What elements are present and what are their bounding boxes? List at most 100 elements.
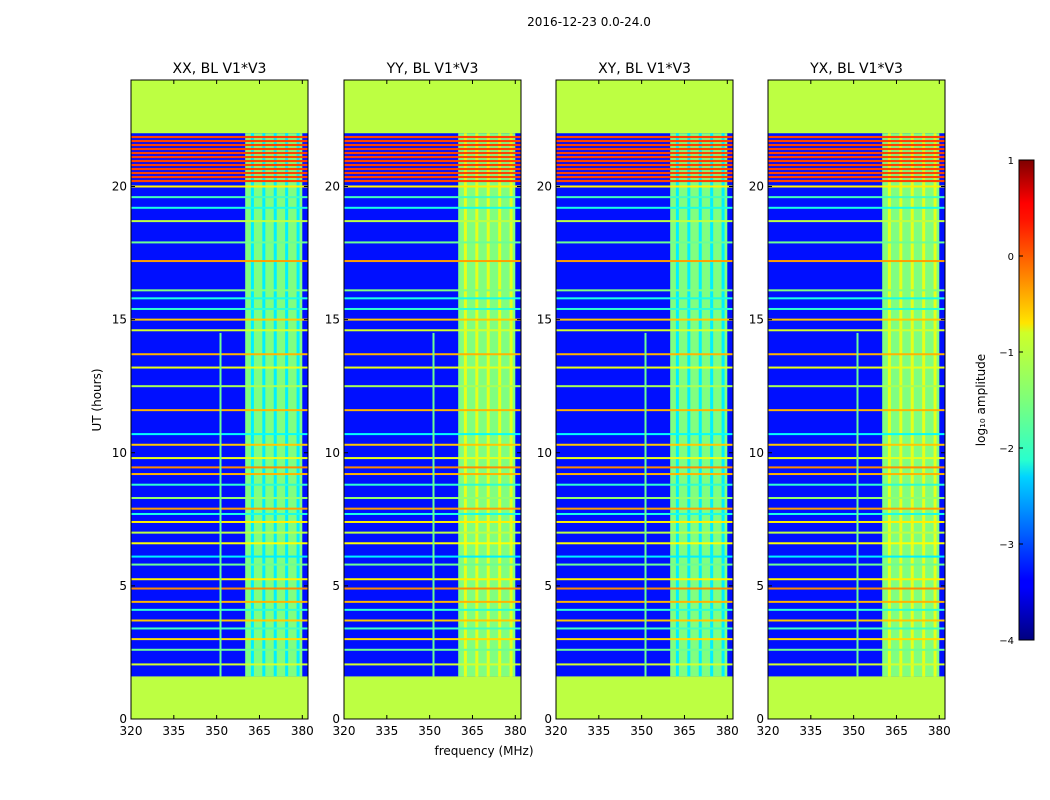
rfi-horizontal-line <box>344 289 521 292</box>
band-stripe <box>710 133 714 677</box>
y-tick-label: 15 <box>325 313 340 327</box>
rfi-horizontal-line <box>768 318 945 321</box>
orange-line <box>344 163 521 167</box>
rfi-horizontal-line <box>344 206 521 209</box>
x-tick-label: 380 <box>504 724 527 738</box>
x-tick-label: 365 <box>248 724 271 738</box>
band-stripe <box>250 133 254 677</box>
band-stripe <box>698 133 702 677</box>
y-tick-label: 20 <box>749 180 764 194</box>
orange-line <box>344 167 521 171</box>
orange-line <box>131 159 308 163</box>
panel-frame <box>767 79 946 720</box>
orange-line <box>556 155 733 159</box>
orange-line <box>131 135 308 139</box>
orange-line <box>556 171 733 175</box>
x-tick-label: 350 <box>418 724 441 738</box>
y-tick-label: 20 <box>112 180 127 194</box>
rfi-horizontal-line <box>768 241 945 244</box>
rfi-horizontal-line <box>768 196 945 199</box>
rfi-horizontal-line <box>344 241 521 244</box>
rfi-horizontal-line <box>344 297 521 300</box>
band-stripe <box>273 133 277 677</box>
orange-line <box>344 139 521 143</box>
orange-line <box>768 155 945 159</box>
rfi-horizontal-line <box>556 196 733 199</box>
orange-line <box>344 159 521 163</box>
colorbar-tick-label: −4 <box>999 636 1014 647</box>
band-stripe <box>899 133 903 677</box>
rfi-horizontal-line <box>344 307 521 310</box>
y-tick-label: 15 <box>112 313 127 327</box>
colorbar-tick-label: −3 <box>999 540 1014 551</box>
rfi-horizontal-line <box>344 220 521 223</box>
x-tick-label: 365 <box>885 724 908 738</box>
rfi-horizontal-line <box>131 289 308 292</box>
band-stripe <box>933 133 937 677</box>
colorbar-tick-label: −1 <box>999 348 1014 359</box>
y-tick-label: 0 <box>756 712 764 726</box>
rfi-vertical-line <box>644 332 647 677</box>
y-tick-label: 20 <box>325 180 340 194</box>
y-tick-label: 0 <box>332 712 340 726</box>
panel-frame <box>343 79 522 720</box>
orange-line <box>556 179 733 183</box>
y-tick-label: 5 <box>119 579 127 593</box>
y-tick-label: 0 <box>119 712 127 726</box>
y-tick-label: 10 <box>749 446 764 460</box>
rfi-horizontal-line <box>556 318 733 321</box>
orange-line <box>768 151 945 155</box>
band-stripe <box>463 133 467 677</box>
orange-line <box>556 139 733 143</box>
y-tick-label: 5 <box>544 579 552 593</box>
panel-2: YY, BL V1*V3 320 335 350 365 380 0 5 10 15 20 <box>325 61 527 738</box>
panel-1: XX, BL V1*V3 320 335 350 365 380 0 5 10 15 20 <box>112 61 314 738</box>
rfi-horizontal-line <box>556 329 733 332</box>
band-stripe <box>285 133 289 677</box>
rfi-horizontal-line <box>768 307 945 310</box>
orange-line <box>768 139 945 143</box>
x-tick-label: 335 <box>162 724 185 738</box>
x-tick-label: 380 <box>291 724 314 738</box>
panel-3: XY, BL V1*V3 320 335 350 365 380 0 5 10 15 20 <box>537 61 739 738</box>
rfi-horizontal-line <box>344 260 521 263</box>
orange-line <box>131 163 308 167</box>
rfi-horizontal-line <box>768 260 945 263</box>
orange-line <box>344 155 521 159</box>
orange-line <box>768 159 945 163</box>
orange-line <box>344 143 521 147</box>
rfi-horizontal-line <box>768 329 945 332</box>
band-stripe <box>922 133 926 677</box>
panel-frame <box>130 79 309 720</box>
band-stripe <box>509 133 513 677</box>
orange-line <box>556 143 733 147</box>
orange-line <box>131 155 308 159</box>
x-tick-label: 350 <box>630 724 653 738</box>
rfi-horizontal-line <box>556 289 733 292</box>
colorbar: 1 0 −1 −2 −3 −4 log₁₀ amplitude <box>974 156 1035 647</box>
orange-line <box>131 179 308 183</box>
rfi-horizontal-line <box>131 297 308 300</box>
x-tick-label: 320 <box>333 724 356 738</box>
orange-line <box>556 167 733 171</box>
orange-line <box>768 175 945 179</box>
rfi-horizontal-line <box>131 220 308 223</box>
x-tick-label: 320 <box>120 724 143 738</box>
band-stripe <box>475 133 479 677</box>
rfi-horizontal-line <box>131 329 308 332</box>
orange-line <box>768 179 945 183</box>
orange-line <box>556 175 733 179</box>
orange-line <box>344 171 521 175</box>
orange-line <box>556 151 733 155</box>
orange-line <box>556 147 733 151</box>
rfi-horizontal-line <box>344 185 521 188</box>
panel-title: YX, BL V1*V3 <box>809 61 903 77</box>
rfi-horizontal-line <box>768 185 945 188</box>
orange-line <box>131 167 308 171</box>
rfi-vertical-line <box>856 332 859 677</box>
y-tick-label: 0 <box>544 712 552 726</box>
panel-title: YY, BL V1*V3 <box>386 61 479 77</box>
rfi-horizontal-line <box>344 318 521 321</box>
